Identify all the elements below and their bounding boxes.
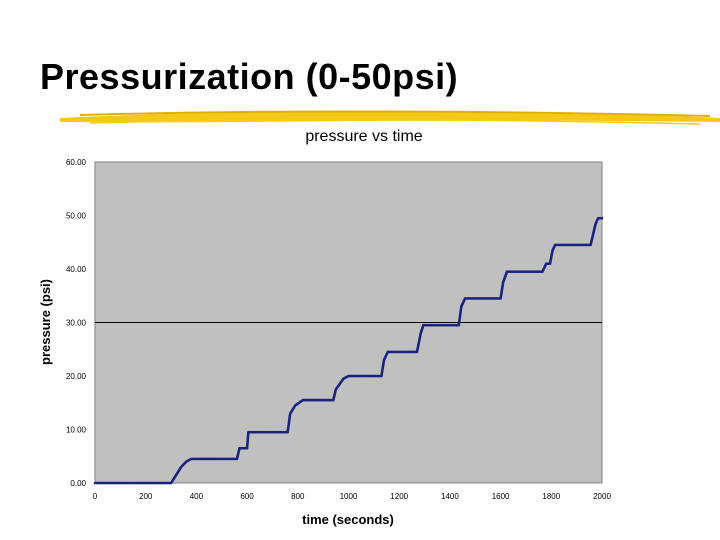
y-tick-label: 40.00 (66, 265, 87, 274)
x-axis-ticks: 0 200 400 600 800 1000 1200 1400 1600 1800 2000 (93, 492, 612, 501)
x-tick-label: 1000 (340, 492, 358, 501)
x-tick-label: 800 (291, 492, 305, 501)
x-tick-label: 200 (139, 492, 153, 501)
y-tick-label: 20.00 (66, 372, 87, 381)
y-tick-label: 10.00 (66, 426, 87, 435)
x-tick-label: 1600 (492, 492, 510, 501)
x-tick-label: 1200 (390, 492, 408, 501)
y-tick-label: 30.00 (66, 319, 87, 328)
x-axis-label: time (seconds) (302, 512, 394, 527)
title-underline (60, 110, 720, 125)
x-tick-label: 2000 (593, 492, 611, 501)
x-tick-label: 1800 (542, 492, 560, 501)
y-tick-label: 60.00 (66, 158, 87, 167)
y-tick-label: 0.00 (70, 479, 86, 488)
y-tick-label: 50.00 (66, 212, 87, 221)
slide-title: Pressurization (0-50psi) (40, 56, 459, 97)
x-tick-label: 600 (240, 492, 254, 501)
y-axis-label: pressure (psi) (38, 279, 53, 365)
data-point (600, 216, 604, 220)
chart-title: pressure vs time (305, 128, 422, 145)
y-axis-ticks: 0.00 10.00 20.00 30.00 40.00 50.00 60.00 (66, 158, 87, 488)
series-layer (93, 216, 604, 485)
x-tick-label: 400 (190, 492, 204, 501)
x-tick-label: 1400 (441, 492, 459, 501)
x-tick-label: 0 (93, 492, 98, 501)
